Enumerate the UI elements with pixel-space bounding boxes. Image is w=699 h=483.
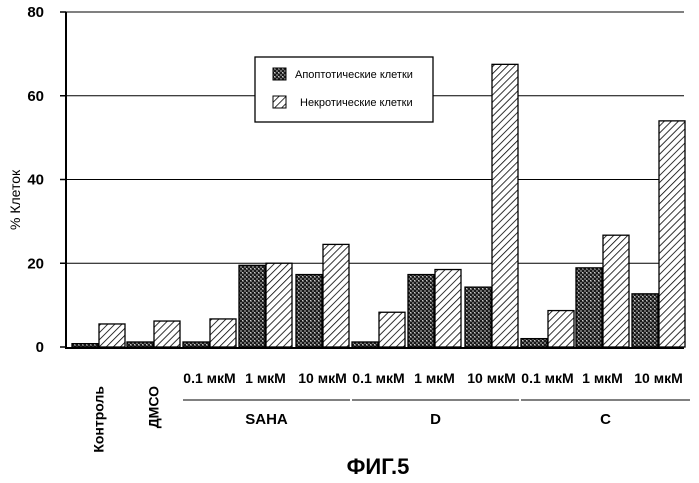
bar-apoptotic bbox=[352, 342, 378, 347]
category-label: ДМСО bbox=[146, 386, 162, 428]
y-tick-label: 20 bbox=[27, 255, 44, 272]
bar-apoptotic bbox=[72, 344, 98, 347]
category-label: 0.1 мкМ bbox=[352, 370, 404, 386]
category-label: 1 мкМ bbox=[582, 370, 623, 386]
figure-caption: ФИГ.5 bbox=[347, 454, 410, 478]
bar-necrotic bbox=[379, 312, 405, 347]
group-labels: SAHA D C bbox=[183, 400, 690, 428]
y-tick-label: 80 bbox=[27, 4, 44, 21]
category-label: 0.1 мкМ bbox=[521, 370, 573, 386]
bar-apoptotic bbox=[239, 265, 265, 347]
bar-necrotic bbox=[435, 270, 461, 347]
y-tick-label: 0 bbox=[36, 339, 44, 356]
legend-label-apoptotic: Апоптотические клетки bbox=[295, 69, 413, 81]
legend-swatch-apoptotic bbox=[273, 68, 286, 80]
y-tick-label: 60 bbox=[27, 88, 44, 105]
category-labels: Контроль ДМСО 0.1 мкМ 1 мкМ 10 мкМ 0.1 мкМ 1 м… bbox=[91, 370, 683, 453]
bar-necrotic bbox=[548, 311, 574, 347]
bar-necrotic bbox=[266, 263, 292, 347]
bar-apoptotic bbox=[183, 342, 209, 347]
group-label: C bbox=[600, 411, 611, 428]
category-label: 1 мкМ bbox=[245, 370, 286, 386]
y-axis-label: % Клеток bbox=[7, 169, 23, 230]
category-label: 1 мкМ bbox=[414, 370, 455, 386]
group-label: D bbox=[430, 411, 441, 428]
bar-apoptotic bbox=[632, 294, 658, 347]
category-label: 0.1 мкМ bbox=[183, 370, 235, 386]
gridlines bbox=[66, 12, 684, 263]
y-tick-labels: 0 20 40 60 80 bbox=[27, 4, 66, 356]
category-label: Контроль bbox=[91, 386, 107, 453]
category-label: 10 мкМ bbox=[634, 370, 683, 386]
bar-apoptotic bbox=[408, 275, 434, 347]
category-label: 10 мкМ bbox=[467, 370, 516, 386]
bar-apoptotic bbox=[127, 342, 153, 347]
y-tick-label: 40 bbox=[27, 172, 44, 189]
bar-necrotic bbox=[659, 121, 685, 347]
bar-apoptotic bbox=[296, 275, 322, 347]
bar-necrotic bbox=[323, 244, 349, 347]
bar-necrotic bbox=[154, 321, 180, 347]
legend: Апоптотические клетки Некротические клет… bbox=[255, 57, 433, 122]
legend-swatch-necrotic bbox=[273, 96, 286, 108]
bar-apoptotic bbox=[576, 268, 602, 347]
bar-necrotic bbox=[603, 235, 629, 347]
legend-box bbox=[255, 57, 433, 122]
group-label: SAHA bbox=[245, 411, 288, 428]
legend-label-necrotic: Некротические клетки bbox=[300, 97, 413, 109]
bar-apoptotic bbox=[465, 287, 491, 347]
bar-necrotic bbox=[99, 324, 125, 347]
bar-apoptotic bbox=[521, 339, 547, 347]
category-label: 10 мкМ bbox=[298, 370, 347, 386]
bar-necrotic bbox=[492, 64, 518, 347]
bar-necrotic bbox=[210, 319, 236, 347]
